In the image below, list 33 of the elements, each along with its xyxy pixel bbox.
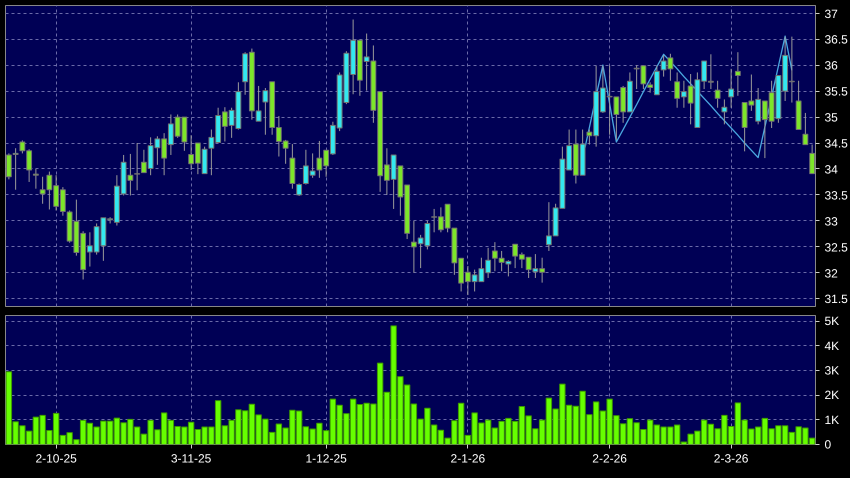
x-tick-label: 2-10-25 [35,452,78,466]
y-tick-label: 3K [824,364,840,378]
y-tick-label: 32 [824,266,838,280]
candlestick [734,52,741,96]
y-tick-label: 1K [824,412,840,427]
x-tick-label: 2-2-26 [592,452,628,466]
candlestick [809,144,816,174]
candlestick [296,183,302,196]
y-tick-label: 34 [824,162,838,176]
y-tick-label: 37 [824,6,838,21]
y-tick-label: 2K [824,388,840,402]
y-tick-label: 0 [824,438,832,452]
candlestick [32,168,39,190]
y-tick-label: 34.5 [824,136,848,151]
y-tick-label: 36 [824,58,838,73]
x-tick-label: 2-1-26 [450,452,486,466]
x-tick-label: 3-11-25 [170,452,212,466]
candlestick [802,112,808,146]
candlestick [721,98,728,125]
y-tick-label: 35.5 [824,84,848,99]
y-tick-label: 4K [824,338,840,353]
x-tick-label: 1-12-25 [305,452,348,466]
y-tick-label: 35 [824,110,838,125]
candlestick [134,142,140,191]
y-tick-label: 5K [824,314,840,328]
y-tick-label: 31.5 [824,292,848,306]
candlestick [714,80,721,108]
y-tick-label: 36.5 [824,32,848,47]
x-tick-label: 2-3-26 [714,452,749,466]
candlestick [728,68,734,108]
y-tick-label: 33.5 [824,188,848,202]
y-tick-label: 33 [824,214,838,228]
y-tick-label: 32.5 [824,240,848,254]
